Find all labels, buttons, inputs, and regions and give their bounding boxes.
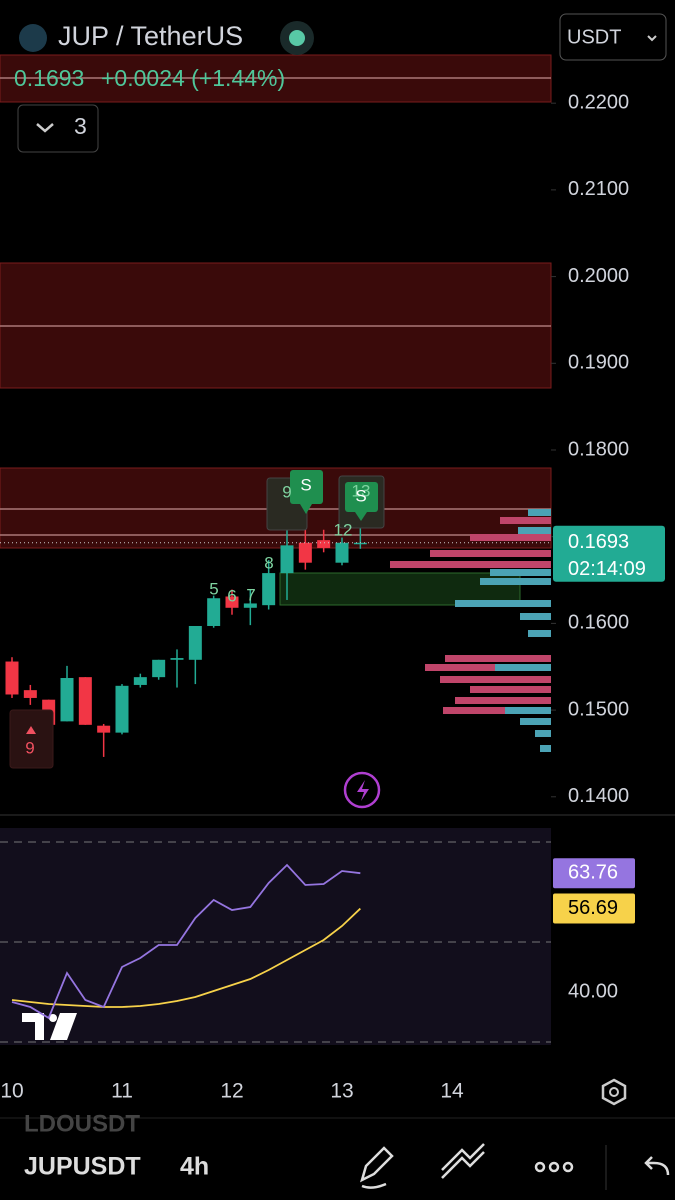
y-tick-label: 0.1500 <box>568 698 629 720</box>
y-tick-label: 0.1400 <box>568 785 629 807</box>
flash-icon[interactable] <box>343 771 381 809</box>
more-icon[interactable] <box>534 1161 574 1173</box>
annotation: 8 <box>264 553 273 572</box>
candle-body <box>152 659 166 678</box>
candle-body <box>243 603 257 608</box>
price-tag <box>553 525 665 582</box>
rsi-tag <box>553 858 635 889</box>
rsi-ma-line <box>11 907 361 1008</box>
rsi-tick-label: 40.00 <box>568 980 618 1002</box>
chevron <box>36 123 54 133</box>
currency-select[interactable] <box>559 13 667 61</box>
sell-label <box>290 470 323 504</box>
countdown: 02:14:09 <box>568 558 646 580</box>
annotation: 12 <box>334 520 353 539</box>
rsi-tag <box>553 893 635 924</box>
symbol: JUP / TetherUS <box>58 21 243 51</box>
sell-label <box>345 482 378 512</box>
candle-body <box>262 573 276 606</box>
rsi-pane <box>0 828 551 1045</box>
undo-icon[interactable] <box>644 1156 670 1176</box>
x-tick-label: 11 <box>111 1080 133 1103</box>
coin-logo <box>19 24 47 52</box>
x-tick-label: 14 <box>440 1080 464 1103</box>
sell-pointer <box>300 504 312 514</box>
rsi-tag-value: 63.76 <box>568 861 618 883</box>
settings-icon-core <box>609 1087 619 1097</box>
candle-body <box>207 598 221 626</box>
interval[interactable]: 4h <box>180 1153 209 1181</box>
rsi-tag-value: 56.69 <box>568 897 618 919</box>
annotation: S <box>355 486 366 505</box>
y-tick-label: 0.1800 <box>568 438 629 460</box>
y-tick-label: 0.2200 <box>568 91 629 113</box>
tv-logo <box>22 1013 77 1040</box>
indicator-count: 3 <box>74 113 87 139</box>
draw-icon[interactable] <box>360 1146 394 1189</box>
candle-body <box>317 540 331 548</box>
buy-box <box>9 709 54 769</box>
candle-body <box>97 725 111 733</box>
y-tick-label: 0.2000 <box>568 265 629 287</box>
status-dot[interactable] <box>289 30 305 46</box>
y-tick-label: 0.1600 <box>568 612 629 634</box>
annotation: 9 <box>282 482 291 501</box>
currency: USDT <box>567 26 621 48</box>
chevron <box>647 35 657 42</box>
candle-body <box>225 596 239 608</box>
candle-body <box>280 545 294 574</box>
annotation: 6 <box>227 586 236 605</box>
tv-logo-dot <box>49 1014 57 1022</box>
x-tick-label: 13 <box>330 1080 353 1103</box>
candle-body <box>353 542 367 545</box>
candle-body <box>170 658 184 660</box>
settings-icon[interactable] <box>601 1078 627 1106</box>
indicator-toggle[interactable] <box>17 104 99 153</box>
annotation: S <box>300 475 311 494</box>
y-tick-label: 0.2100 <box>568 178 629 200</box>
volume-profile <box>390 509 551 752</box>
x-tick-label: 12 <box>220 1080 243 1103</box>
candle-body <box>23 690 37 698</box>
y-tick-label: 0.1900 <box>568 352 629 374</box>
buy-pointer <box>26 726 36 734</box>
flash-bolt <box>357 780 369 801</box>
candle-body <box>60 678 74 722</box>
annotation: 7 <box>246 585 255 604</box>
candle-body <box>5 661 19 695</box>
lines-icon[interactable] <box>441 1143 485 1179</box>
candle-body <box>298 542 312 563</box>
annotation: 9 <box>25 738 34 757</box>
other-symbol[interactable]: LDOUSDT <box>24 1110 140 1137</box>
annotation: 5 <box>209 579 218 598</box>
candle-body <box>78 677 92 725</box>
candle-body <box>115 685 129 733</box>
change: +0.0024 (+1.44%) <box>101 65 285 91</box>
annotation: 13 <box>352 481 371 500</box>
x-tick-label: 10 <box>0 1080 23 1103</box>
rsi-line <box>11 863 361 1020</box>
price-tag-value: 0.1693 <box>568 531 629 553</box>
footer-symbol[interactable]: JUPUSDT <box>24 1153 141 1181</box>
candle-body <box>188 625 202 660</box>
sell-pointer <box>355 512 367 521</box>
price: 0.1693 <box>14 65 84 91</box>
candle-body <box>335 542 349 563</box>
zones <box>0 54 552 606</box>
candle-body <box>133 677 147 685</box>
